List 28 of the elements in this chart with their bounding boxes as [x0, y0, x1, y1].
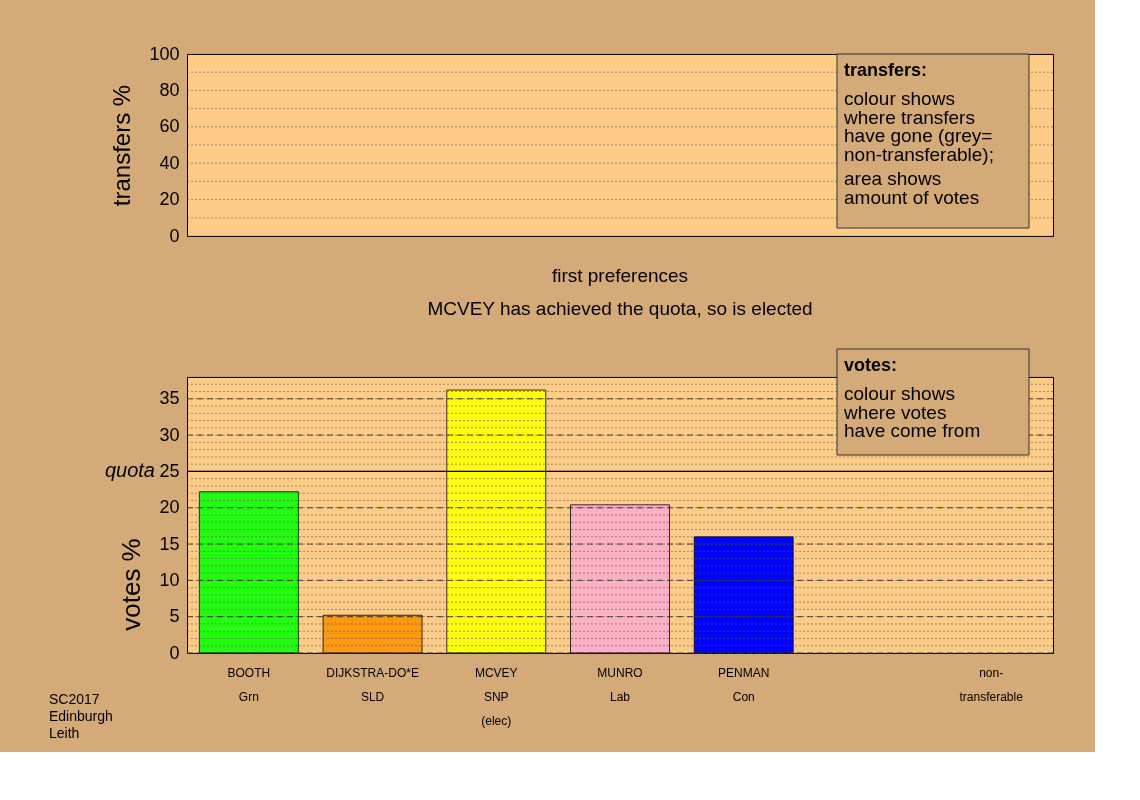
- annotation: votes: colour shows where votes have come from: [843, 355, 981, 441]
- y-tick-label: 80: [159, 79, 180, 100]
- annotation: transfers: colour shows where transfers have gone (grey= non-transferable); area shows amount of votes: [843, 60, 994, 208]
- x-tick-label: BOOTH Grn: [227, 665, 271, 704]
- y-tick-label: 20: [159, 497, 180, 518]
- y-tick-label: 25: [159, 460, 180, 481]
- y-tick-label: 0: [169, 642, 180, 663]
- chart-title: first preferences: [551, 264, 689, 286]
- y-tick-label: 35: [159, 388, 180, 409]
- y-tick-label: 60: [159, 116, 180, 137]
- y-tick-label: 15: [159, 533, 180, 554]
- x-tick-label: PENMAN Con: [718, 665, 770, 704]
- y-axis-title: votes %: [116, 538, 147, 631]
- ref-line-label: quota: [104, 459, 155, 482]
- x-tick-label: MUNRO Lab: [597, 665, 643, 704]
- text: SC2017 Edinburgh Leith: [49, 691, 113, 741]
- y-axis-title: transfers %: [108, 84, 136, 207]
- x-tick-label: non- transferable: [959, 665, 1024, 704]
- y-tick-label: 20: [159, 189, 180, 210]
- x-tick-label: MCVEY SNP (elec): [474, 665, 518, 728]
- y-tick-label: 100: [149, 43, 180, 64]
- y-tick-label: 40: [159, 152, 180, 173]
- y-tick-label: 10: [159, 569, 180, 590]
- y-tick-label: 30: [159, 424, 180, 445]
- x-tick-label: DIJKSTRA-DO*E SLD: [326, 665, 419, 704]
- y-tick-label: 5: [169, 606, 180, 627]
- chart-subtitle: MCVEY has achieved the quota, so is elected: [427, 297, 813, 319]
- y-tick-label: 0: [169, 225, 180, 246]
